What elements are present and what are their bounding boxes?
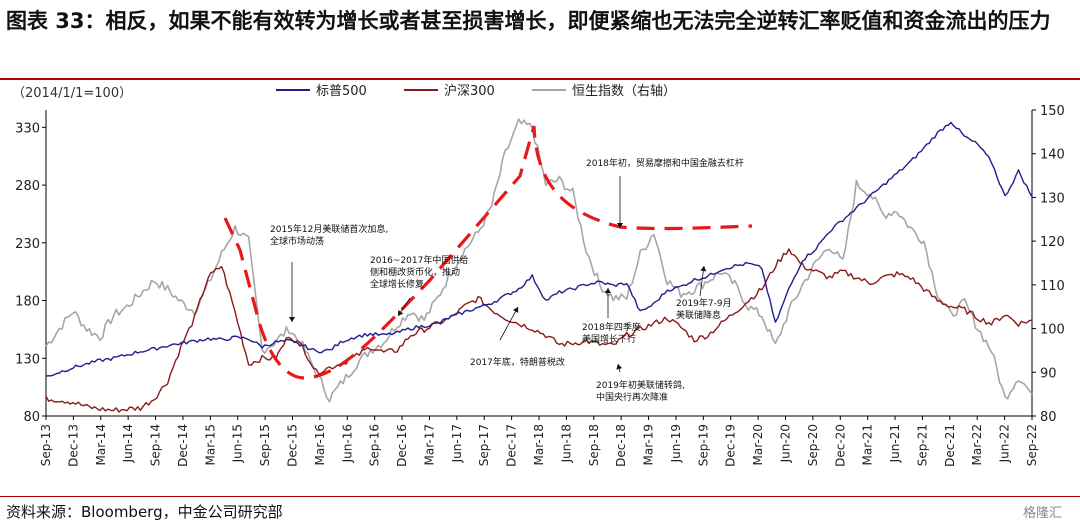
x-tick-label: Dec-20 [833, 424, 847, 467]
x-tick-label: Dec-21 [943, 424, 957, 467]
annotation-text: 2019年初美联储转鸽, [596, 379, 685, 391]
annotation-arrowhead [616, 364, 623, 370]
x-tick-label: Mar-15 [203, 424, 217, 465]
legend-item-hsi: 恒生指数（右轴） [532, 80, 676, 99]
x-tick-label: Jun-14 [121, 424, 135, 463]
annotation-arrow [699, 265, 705, 297]
x-tick-label: Sep-13 [39, 424, 53, 466]
right-tick-label: 90 [1040, 366, 1057, 381]
x-tick-label: Sep-19 [696, 424, 710, 466]
x-tick-label: Mar-20 [751, 424, 765, 465]
annotation-text: 2015年12月美联储首次加息, [270, 223, 388, 235]
x-tick-label: Jun-22 [998, 424, 1012, 463]
x-tick-label: Sep-14 [149, 424, 163, 466]
annotation-text: 全球市场动荡 [270, 235, 324, 247]
legend-item-hs300: 沪深300 [404, 80, 495, 99]
annotation-text: 2016~2017年中国供给 [370, 254, 468, 266]
legend-swatch-hs300 [404, 88, 438, 91]
right-tick-label: 150 [1040, 104, 1065, 119]
x-tick-label: Sep-18 [587, 424, 601, 466]
annotation-text: 中国央行再次降准 [596, 391, 668, 403]
x-tick-label: Dec-18 [614, 424, 628, 467]
x-tick-label: Sep-20 [806, 424, 820, 466]
x-tick-label: Dec-15 [286, 424, 300, 467]
left-tick-label: 280 [15, 179, 40, 194]
annotation-text: 美联储降息 [676, 309, 721, 321]
annotation-arrowhead [512, 307, 519, 313]
annotation-arrowhead [398, 310, 404, 316]
x-tick-label: Sep-16 [368, 424, 382, 466]
watermark-logo: 格隆汇 [1022, 506, 1062, 521]
annotation-text: 2017年底，特朗普税改 [470, 356, 565, 368]
baseline-note: （2014/1/1=100） [12, 86, 133, 101]
legend-label-hs300: 沪深300 [444, 84, 495, 99]
legend-item-sp500: 标普500 [276, 80, 367, 99]
x-tick-label: Mar-18 [532, 424, 546, 465]
right-tick-label: 130 [1040, 191, 1065, 206]
annotation-text: 美国增长下行 [582, 333, 636, 345]
x-tick-label: Jun-20 [779, 424, 793, 463]
x-tick-label: Jun-16 [340, 424, 354, 463]
annotation-arrowhead [617, 223, 623, 228]
x-tick-label: Mar-21 [861, 424, 875, 465]
annotation-text: 侧和棚改货币化，推动 [370, 266, 460, 278]
annotation-text: 2018年初，贸易摩擦和中国金融去杠杆 [586, 157, 744, 169]
x-tick-label: Jun-18 [559, 424, 573, 463]
legend-label-sp500: 标普500 [316, 84, 367, 99]
annotation-arrowhead [289, 317, 295, 322]
left-tick-label: 230 [15, 237, 40, 252]
left-tick-label: 330 [15, 121, 40, 136]
x-tick-label: Mar-14 [94, 424, 108, 465]
x-tick-label: Dec-17 [505, 424, 519, 467]
x-tick-label: Jun-21 [888, 424, 902, 463]
x-tick-label: Jun-17 [450, 424, 464, 463]
left-tick-label: 80 [23, 410, 40, 425]
x-tick-label: Mar-22 [970, 424, 984, 465]
right-tick-label: 100 [1040, 323, 1065, 338]
right-tick-label: 120 [1040, 235, 1065, 250]
right-tick-label: 140 [1040, 148, 1065, 163]
series-line-hs300 [45, 248, 1033, 413]
annotation-text: 全球增长修复 [370, 278, 424, 290]
x-tick-label: Sep-15 [258, 424, 272, 466]
right-tick-label: 80 [1040, 410, 1057, 425]
x-tick-label: Sep-22 [1025, 424, 1039, 466]
right-tick-label: 110 [1040, 279, 1065, 294]
annotation-text: 2019年7-9月 [676, 297, 732, 309]
x-tick-label: Mar-19 [642, 424, 656, 465]
x-tick-label: Dec-16 [395, 424, 409, 467]
x-tick-label: Mar-17 [422, 424, 436, 465]
annotation-arrowhead [700, 266, 707, 272]
title-divider [0, 78, 1080, 80]
left-tick-label: 130 [15, 352, 40, 367]
x-tick-label: Jun-15 [231, 424, 245, 463]
x-tick-label: Sep-21 [915, 424, 929, 466]
footer-divider [0, 496, 1080, 497]
x-tick-label: Dec-19 [724, 424, 738, 467]
source-note: 资料来源：Bloomberg，中金公司研究部 [6, 503, 283, 521]
legend-swatch-sp500 [276, 88, 310, 91]
trend-dashed-overlay [223, 125, 753, 380]
annotation-arrowhead [605, 288, 611, 293]
series-line-sp500 [45, 121, 1033, 377]
x-tick-label: Dec-14 [176, 424, 190, 467]
x-tick-label: Jun-19 [669, 424, 683, 463]
x-tick-label: Sep-17 [477, 424, 491, 466]
left-tick-label: 180 [15, 295, 40, 310]
legend-label-hsi: 恒生指数（右轴） [572, 84, 677, 99]
x-tick-label: Mar-16 [313, 424, 327, 465]
chart-title: 图表 33：相反，如果不能有效转为增长或者甚至损害增长，即便紧缩也无法完全逆转汇… [6, 9, 1051, 33]
x-tick-label: Dec-13 [66, 424, 80, 467]
annotation-arrow [499, 306, 519, 341]
annotation-text: 2018年四季度 [582, 321, 641, 333]
legend-swatch-hsi [532, 88, 566, 91]
